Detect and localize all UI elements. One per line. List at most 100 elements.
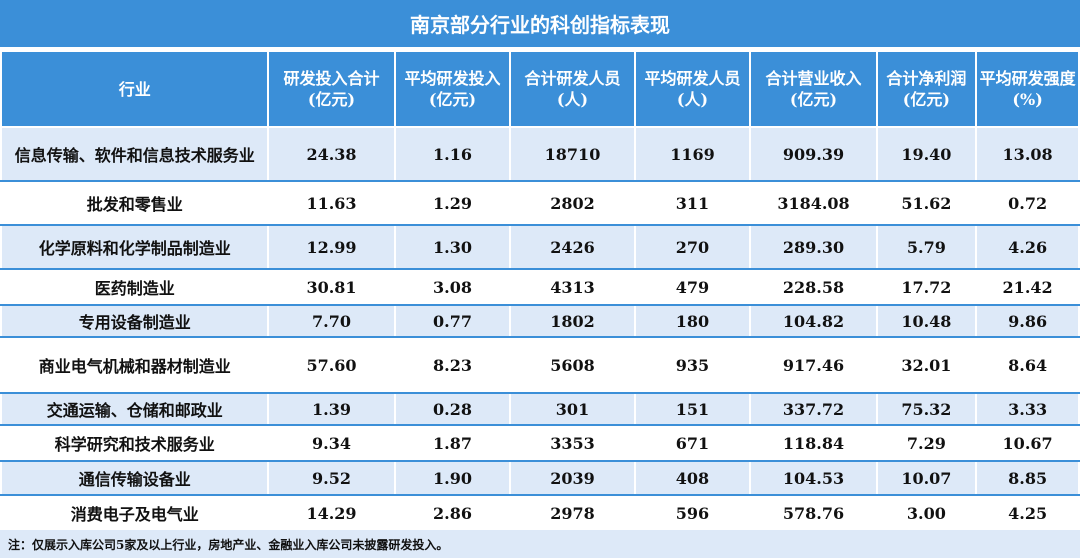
value-cell: 0.28 xyxy=(393,392,512,426)
value-cell: 9.86 xyxy=(975,304,1080,338)
value-cell: 7.70 xyxy=(267,304,396,338)
value-cell: 118.84 xyxy=(749,424,878,462)
value-cell: 5608 xyxy=(509,336,636,394)
industry-cell: 化学原料和化学制品制造业 xyxy=(0,224,270,270)
header-cell: 合计净利润 (亿元) xyxy=(875,50,978,128)
header-row: 行业 研发投入合计 (亿元) 平均研发投入 (亿元) 合计研发人员 (人) 平均研发人… xyxy=(0,50,1080,128)
table-row: 交通运输、仓储和邮政业 1.39 0.28 301 151 337.72 75.32 3.33 xyxy=(0,392,1080,426)
header-label: 合计营业收入 xyxy=(765,69,862,88)
industry-cell: 通信传输设备业 xyxy=(0,460,270,496)
value-cell: 270 xyxy=(633,224,752,270)
value-cell: 104.53 xyxy=(749,460,878,496)
header-label: (人) xyxy=(556,90,589,109)
value-cell: 4313 xyxy=(509,268,636,306)
value-cell: 671 xyxy=(633,424,752,462)
header-label: (亿元) xyxy=(902,90,950,109)
value-cell: 1.16 xyxy=(393,126,512,182)
value-cell: 935 xyxy=(633,336,752,394)
value-cell: 19.40 xyxy=(875,126,978,182)
value-cell: 11.63 xyxy=(267,180,396,226)
industry-cell: 医药制造业 xyxy=(0,268,270,306)
value-cell: 13.08 xyxy=(975,126,1080,182)
table-row: 信息传输、软件和信息技术服务业 24.38 1.16 18710 1169 909.39 1… xyxy=(0,126,1080,182)
value-cell: 9.52 xyxy=(267,460,396,496)
header-cell: 合计研发人员 (人) xyxy=(509,50,636,128)
value-cell: 32.01 xyxy=(875,336,978,394)
header-label: 平均研发强度 xyxy=(979,69,1076,88)
value-cell: 578.76 xyxy=(749,494,878,532)
industry-cell: 信息传输、软件和信息技术服务业 xyxy=(0,126,270,182)
table-row: 消费电子及电气业 14.29 2.86 2978 596 578.76 3.00 4.25 xyxy=(0,494,1080,532)
value-cell: 24.38 xyxy=(267,126,396,182)
value-cell: 8.85 xyxy=(975,460,1080,496)
value-cell: 917.46 xyxy=(749,336,878,394)
table-row: 商业电气机械和器材制造业 57.60 8.23 5608 935 917.46 32.01 8… xyxy=(0,336,1080,394)
value-cell: 2802 xyxy=(509,180,636,226)
industry-cell: 科学研究和技术服务业 xyxy=(0,424,270,462)
value-cell: 1.30 xyxy=(393,224,512,270)
value-cell: 1.87 xyxy=(393,424,512,462)
footnote: 注：仅展示入库公司5家及以上行业，房地产业、金融业入库公司未披露研发投入。 xyxy=(0,530,1080,558)
value-cell: 10.48 xyxy=(875,304,978,338)
value-cell: 30.81 xyxy=(267,268,396,306)
value-cell: 75.32 xyxy=(875,392,978,426)
value-cell: 51.62 xyxy=(875,180,978,226)
value-cell: 2.86 xyxy=(393,494,512,532)
value-cell: 1.90 xyxy=(393,460,512,496)
value-cell: 0.77 xyxy=(393,304,512,338)
value-cell: 301 xyxy=(509,392,636,426)
value-cell: 1802 xyxy=(509,304,636,338)
value-cell: 2039 xyxy=(509,460,636,496)
value-cell: 7.29 xyxy=(875,424,978,462)
value-cell: 180 xyxy=(633,304,752,338)
header-label: 合计净利润 xyxy=(886,69,967,88)
industry-cell: 批发和零售业 xyxy=(0,180,270,226)
header-label: (亿元) xyxy=(307,90,356,109)
value-cell: 909.39 xyxy=(749,126,878,182)
table-title: 南京部分行业的科创指标表现 xyxy=(0,0,1080,50)
value-cell: 311 xyxy=(633,180,752,226)
value-cell: 3.08 xyxy=(393,268,512,306)
value-cell: 2426 xyxy=(509,224,636,270)
value-cell: 4.25 xyxy=(975,494,1080,532)
industry-cell: 交通运输、仓储和邮政业 xyxy=(0,392,270,426)
header-cell: 平均研发强度 (%) xyxy=(975,50,1080,128)
value-cell: 10.67 xyxy=(975,424,1080,462)
value-cell: 3.00 xyxy=(875,494,978,532)
value-cell: 408 xyxy=(633,460,752,496)
value-cell: 104.82 xyxy=(749,304,878,338)
header-label: 平均研发投入 xyxy=(404,69,501,88)
value-cell: 5.79 xyxy=(875,224,978,270)
header-cell: 平均研发人员 (人) xyxy=(633,50,752,128)
value-cell: 1169 xyxy=(633,126,752,182)
table-row: 专用设备制造业 7.70 0.77 1802 180 104.82 10.48 9.86 xyxy=(0,304,1080,338)
header-cell: 研发投入合计 (亿元) xyxy=(267,50,396,128)
value-cell: 479 xyxy=(633,268,752,306)
value-cell: 151 xyxy=(633,392,752,426)
value-cell: 10.07 xyxy=(875,460,978,496)
value-cell: 1.29 xyxy=(393,180,512,226)
value-cell: 337.72 xyxy=(749,392,878,426)
value-cell: 596 xyxy=(633,494,752,532)
header-label: 行业 xyxy=(118,79,151,99)
table-row: 科学研究和技术服务业 9.34 1.87 3353 671 118.84 7.29 10.67 xyxy=(0,424,1080,462)
table-row: 化学原料和化学制品制造业 12.99 1.30 2426 270 289.30 5.79 4.… xyxy=(0,224,1080,270)
table-row: 通信传输设备业 9.52 1.90 2039 408 104.53 10.07 8.85 xyxy=(0,460,1080,496)
value-cell: 14.29 xyxy=(267,494,396,532)
table-row: 批发和零售业 11.63 1.29 2802 311 3184.08 51.62 0.72 xyxy=(0,180,1080,226)
value-cell: 3184.08 xyxy=(749,180,878,226)
value-cell: 21.42 xyxy=(975,268,1080,306)
header-label: (亿元) xyxy=(789,90,838,109)
value-cell: 18710 xyxy=(509,126,636,182)
value-cell: 8.23 xyxy=(393,336,512,394)
value-cell: 2978 xyxy=(509,494,636,532)
value-cell: 3353 xyxy=(509,424,636,462)
header-label: (%) xyxy=(1012,90,1043,109)
table-row: 医药制造业 30.81 3.08 4313 479 228.58 17.72 21.42 xyxy=(0,268,1080,306)
header-label: (亿元) xyxy=(428,90,477,109)
header-label: (人) xyxy=(676,90,709,109)
industry-cell: 商业电气机械和器材制造业 xyxy=(0,336,270,394)
header-cell: 平均研发投入 (亿元) xyxy=(393,50,512,128)
value-cell: 289.30 xyxy=(749,224,878,270)
value-cell: 17.72 xyxy=(875,268,978,306)
